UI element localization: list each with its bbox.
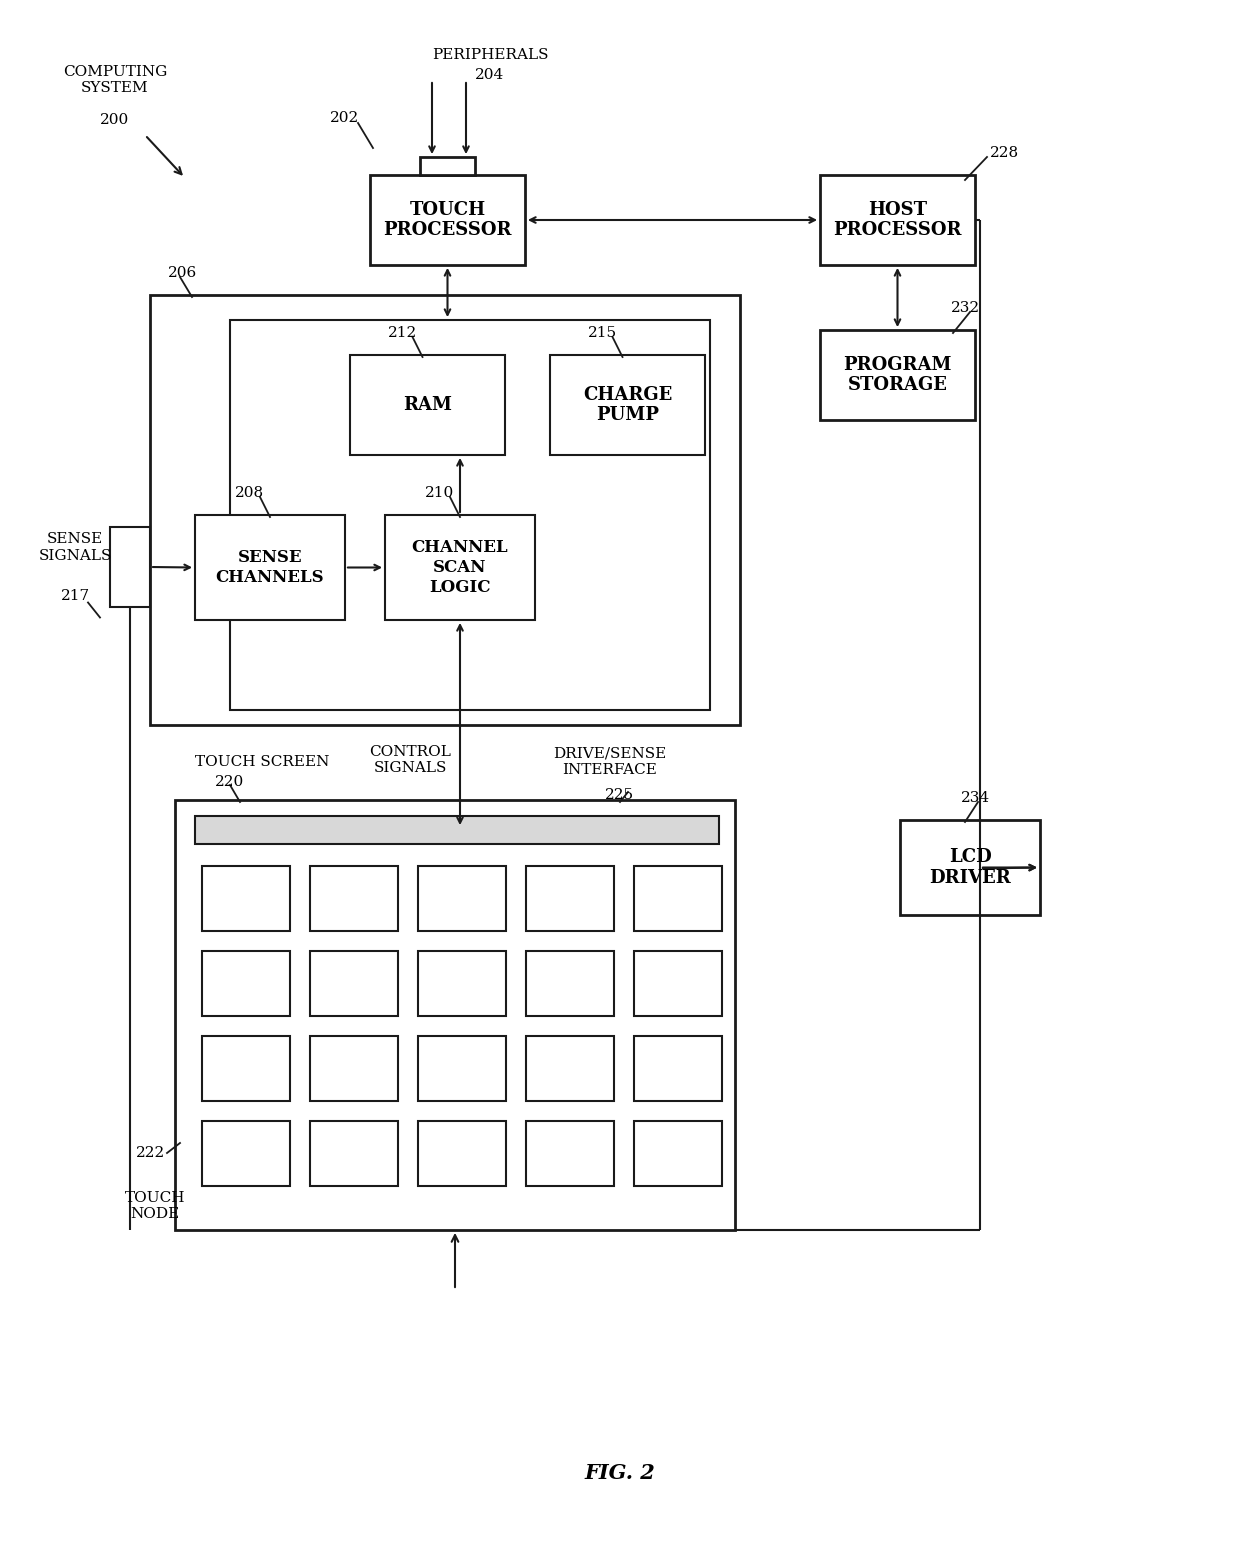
Bar bbox=[202, 866, 290, 931]
Text: CHANNEL
SCAN
LOGIC: CHANNEL SCAN LOGIC bbox=[412, 539, 508, 596]
Bar bbox=[310, 952, 398, 1016]
Text: 204: 204 bbox=[475, 67, 505, 82]
Text: LCD
DRIVER: LCD DRIVER bbox=[929, 848, 1011, 887]
Bar bbox=[310, 866, 398, 931]
Bar bbox=[310, 1121, 398, 1185]
Text: RAM: RAM bbox=[403, 397, 453, 414]
Text: SENSE
CHANNELS: SENSE CHANNELS bbox=[216, 549, 325, 586]
Bar bbox=[418, 1036, 506, 1101]
Bar bbox=[420, 157, 475, 176]
Bar bbox=[418, 1121, 506, 1185]
Bar bbox=[526, 866, 614, 931]
Text: HOST
PROCESSOR: HOST PROCESSOR bbox=[833, 201, 962, 240]
Text: FIG. 2: FIG. 2 bbox=[584, 1463, 656, 1483]
Text: TOUCH
NODE: TOUCH NODE bbox=[125, 1192, 185, 1221]
Bar bbox=[202, 952, 290, 1016]
Text: PERIPHERALS: PERIPHERALS bbox=[432, 49, 548, 63]
Bar bbox=[900, 820, 1040, 916]
Text: 228: 228 bbox=[990, 146, 1019, 160]
Text: 206: 206 bbox=[167, 267, 197, 281]
Bar bbox=[526, 1036, 614, 1101]
Text: 208: 208 bbox=[236, 486, 264, 500]
Bar bbox=[202, 1121, 290, 1185]
Text: 210: 210 bbox=[425, 486, 455, 500]
Text: CHARGE
PUMP: CHARGE PUMP bbox=[583, 386, 672, 425]
Text: CONTROL
SIGNALS: CONTROL SIGNALS bbox=[370, 745, 451, 775]
Text: 220: 220 bbox=[215, 775, 244, 789]
Text: 215: 215 bbox=[588, 326, 618, 340]
Text: 232: 232 bbox=[950, 301, 980, 315]
Bar bbox=[195, 815, 719, 844]
Bar bbox=[350, 354, 505, 455]
Bar bbox=[634, 952, 722, 1016]
Bar bbox=[150, 295, 740, 724]
Text: TOUCH
PROCESSOR: TOUCH PROCESSOR bbox=[383, 201, 512, 240]
Bar bbox=[526, 1121, 614, 1185]
Text: 234: 234 bbox=[961, 790, 990, 804]
Text: TOUCH SCREEN: TOUCH SCREEN bbox=[195, 756, 330, 768]
Text: 202: 202 bbox=[330, 111, 360, 125]
Text: SENSE
SIGNALS: SENSE SIGNALS bbox=[38, 533, 112, 563]
Bar bbox=[310, 1036, 398, 1101]
Bar bbox=[110, 527, 150, 607]
Bar bbox=[551, 354, 706, 455]
Bar bbox=[634, 866, 722, 931]
Bar bbox=[820, 329, 975, 420]
Bar bbox=[820, 176, 975, 265]
Bar bbox=[634, 1121, 722, 1185]
Text: DRIVE/SENSE
INTERFACE: DRIVE/SENSE INTERFACE bbox=[553, 746, 667, 778]
Text: 222: 222 bbox=[135, 1146, 165, 1160]
Bar bbox=[370, 176, 525, 265]
Bar bbox=[418, 952, 506, 1016]
Bar bbox=[195, 514, 345, 619]
Bar bbox=[384, 514, 534, 619]
Text: 212: 212 bbox=[388, 326, 417, 340]
Bar bbox=[229, 320, 711, 710]
Bar bbox=[526, 952, 614, 1016]
Bar bbox=[634, 1036, 722, 1101]
Text: 225: 225 bbox=[605, 789, 635, 801]
Bar bbox=[175, 800, 735, 1229]
Text: 200: 200 bbox=[100, 113, 130, 127]
Bar bbox=[418, 866, 506, 931]
Text: PROGRAM
STORAGE: PROGRAM STORAGE bbox=[843, 356, 952, 395]
Text: 217: 217 bbox=[61, 588, 89, 602]
Text: COMPUTING
SYSTEM: COMPUTING SYSTEM bbox=[63, 64, 167, 96]
Bar bbox=[202, 1036, 290, 1101]
